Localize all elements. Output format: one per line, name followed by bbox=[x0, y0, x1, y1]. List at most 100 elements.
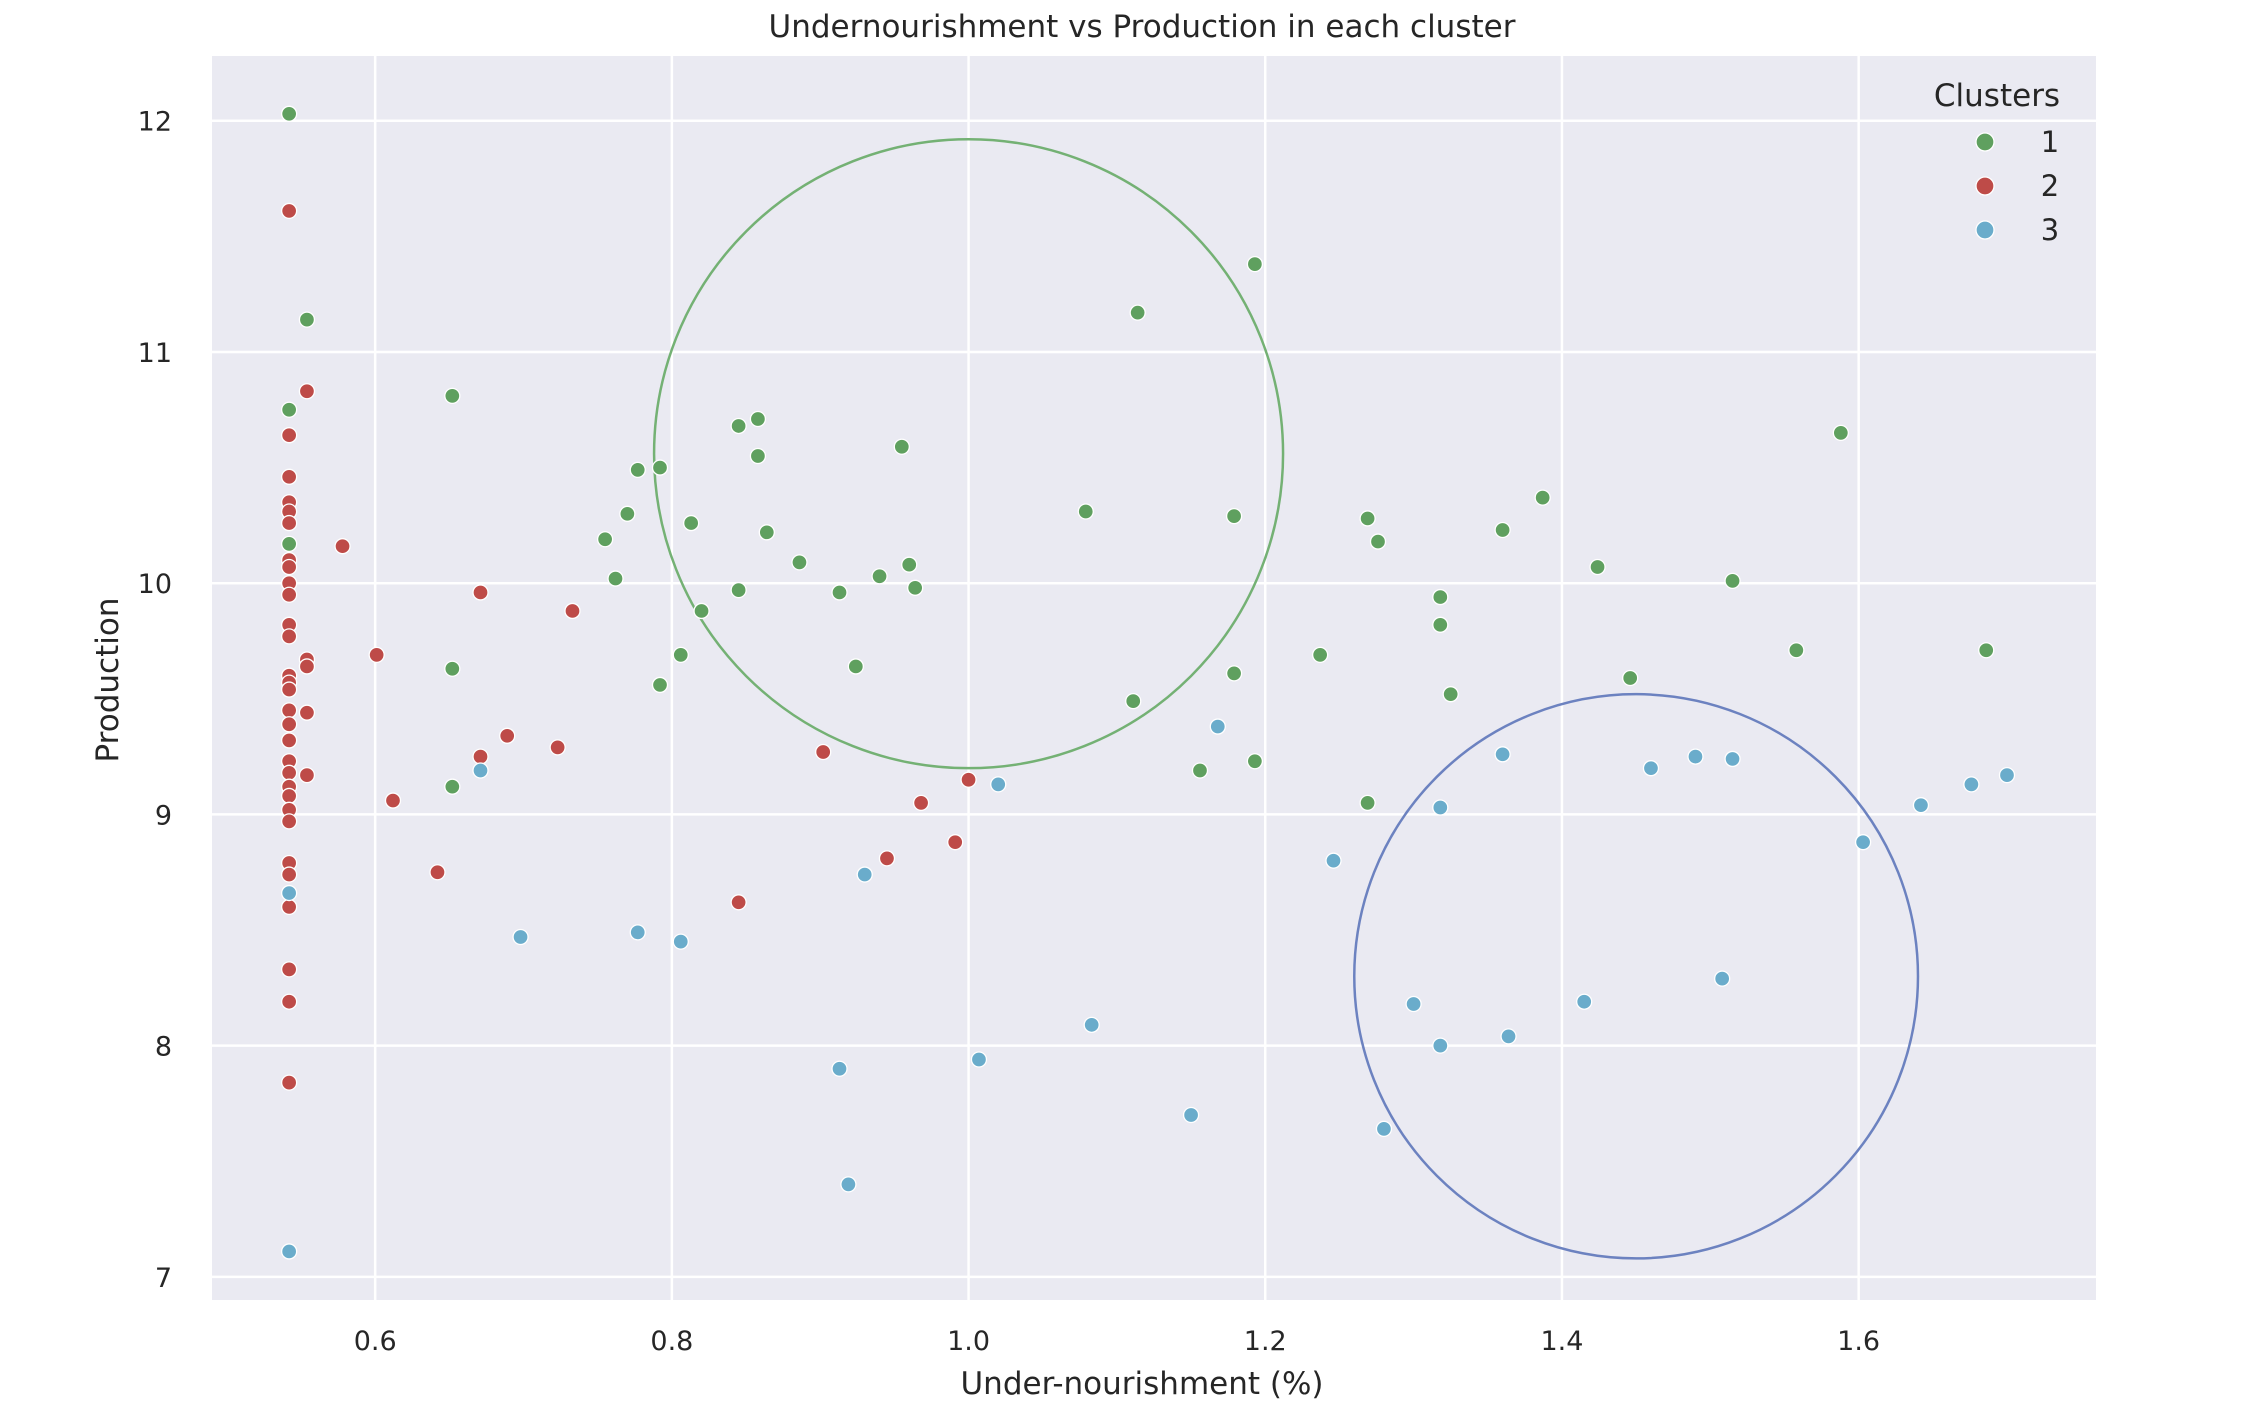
data-point bbox=[1325, 852, 1342, 869]
data-point bbox=[1432, 1037, 1449, 1054]
data-point bbox=[298, 658, 316, 675]
data-point bbox=[1854, 834, 1872, 851]
data-point bbox=[384, 792, 402, 809]
data-point bbox=[444, 660, 461, 677]
data-point bbox=[1369, 533, 1387, 550]
data-point bbox=[549, 739, 566, 756]
data-point bbox=[1442, 686, 1459, 703]
data-point bbox=[1622, 669, 1639, 687]
data-point bbox=[472, 748, 489, 765]
data-point bbox=[280, 681, 298, 698]
plot-background bbox=[212, 56, 2096, 1300]
y-tick-label: 12 bbox=[138, 107, 172, 138]
data-point bbox=[749, 447, 767, 465]
data-point bbox=[280, 993, 298, 1010]
legend-marker bbox=[1975, 220, 1995, 240]
data-point bbox=[472, 584, 489, 601]
data-point bbox=[596, 531, 614, 548]
legend-marker bbox=[1975, 132, 1995, 152]
data-point bbox=[280, 884, 298, 902]
data-point bbox=[280, 401, 298, 418]
data-point bbox=[1576, 993, 1593, 1010]
data-point bbox=[280, 558, 298, 576]
data-point bbox=[730, 581, 747, 599]
data-point bbox=[429, 864, 446, 881]
data-point bbox=[607, 570, 624, 587]
data-point bbox=[1209, 718, 1226, 735]
data-point bbox=[1963, 776, 1980, 793]
data-point bbox=[1246, 753, 1264, 770]
data-point bbox=[791, 554, 808, 571]
data-point bbox=[871, 568, 888, 585]
data-point bbox=[1832, 424, 1849, 442]
data-point bbox=[970, 1051, 988, 1068]
data-point bbox=[280, 732, 298, 749]
data-point bbox=[1500, 1028, 1517, 1045]
legend-label: 1 bbox=[2041, 125, 2059, 159]
data-point bbox=[693, 602, 710, 620]
data-point bbox=[280, 514, 298, 532]
data-point bbox=[1432, 588, 1449, 606]
data-point bbox=[280, 787, 298, 805]
data-point bbox=[1311, 646, 1329, 664]
legend: Clusters 1 2 3 bbox=[1934, 78, 2060, 247]
data-point bbox=[280, 427, 298, 444]
y-tick-label: 11 bbox=[138, 338, 172, 369]
data-point bbox=[651, 459, 669, 476]
data-point bbox=[280, 1074, 298, 1091]
data-point bbox=[1129, 304, 1146, 321]
cluster-circle bbox=[1353, 692, 1920, 1260]
data-point bbox=[298, 704, 316, 721]
data-point bbox=[1534, 489, 1551, 506]
data-point bbox=[1359, 794, 1376, 812]
data-point bbox=[1225, 507, 1243, 525]
x-tick-label: 0.6 bbox=[354, 1326, 397, 1357]
data-point bbox=[1083, 1016, 1100, 1033]
data-point bbox=[1724, 572, 1741, 590]
data-point bbox=[280, 468, 298, 485]
data-point bbox=[1998, 766, 2016, 784]
data-point bbox=[847, 658, 864, 675]
cluster-circle bbox=[652, 137, 1285, 770]
data-point bbox=[1642, 760, 1660, 777]
data-point bbox=[1125, 692, 1142, 710]
data-point bbox=[901, 556, 918, 573]
data-point bbox=[1687, 748, 1704, 765]
data-point bbox=[758, 524, 775, 541]
data-point bbox=[629, 924, 646, 941]
data-point bbox=[280, 202, 298, 220]
data-point bbox=[298, 766, 316, 784]
data-point bbox=[947, 834, 964, 851]
data-point bbox=[893, 438, 910, 455]
data-point bbox=[856, 866, 873, 883]
data-point bbox=[619, 505, 636, 522]
data-point bbox=[280, 702, 298, 719]
y-tick-label: 8 bbox=[155, 1032, 172, 1063]
data-point bbox=[749, 410, 767, 428]
data-point bbox=[730, 417, 747, 435]
x-tick-label: 1.0 bbox=[947, 1326, 990, 1357]
data-point bbox=[280, 716, 298, 733]
tick-labels: 0.6 0.8 1.0 1.2 1.4 1.6 7 8 9 10 11 12 bbox=[138, 107, 1880, 1357]
x-tick-label: 1.6 bbox=[1837, 1326, 1880, 1357]
data-point bbox=[444, 387, 461, 405]
data-point bbox=[280, 764, 298, 781]
data-point bbox=[1405, 995, 1422, 1013]
data-point bbox=[564, 602, 581, 620]
y-tick-label: 7 bbox=[155, 1263, 172, 1294]
data-point bbox=[1432, 799, 1449, 816]
legend-entries: 1 2 3 bbox=[1975, 125, 2059, 247]
data-point bbox=[629, 461, 646, 479]
data-point bbox=[683, 514, 700, 532]
data-point bbox=[960, 771, 977, 788]
data-point bbox=[672, 646, 689, 664]
data-point bbox=[368, 646, 385, 664]
data-point bbox=[280, 586, 298, 603]
chart-title: Undernourishment vs Production in each c… bbox=[769, 9, 1516, 45]
data-point bbox=[831, 1060, 848, 1077]
data-point bbox=[280, 813, 298, 830]
data-point bbox=[1494, 521, 1511, 539]
data-point bbox=[472, 762, 489, 779]
